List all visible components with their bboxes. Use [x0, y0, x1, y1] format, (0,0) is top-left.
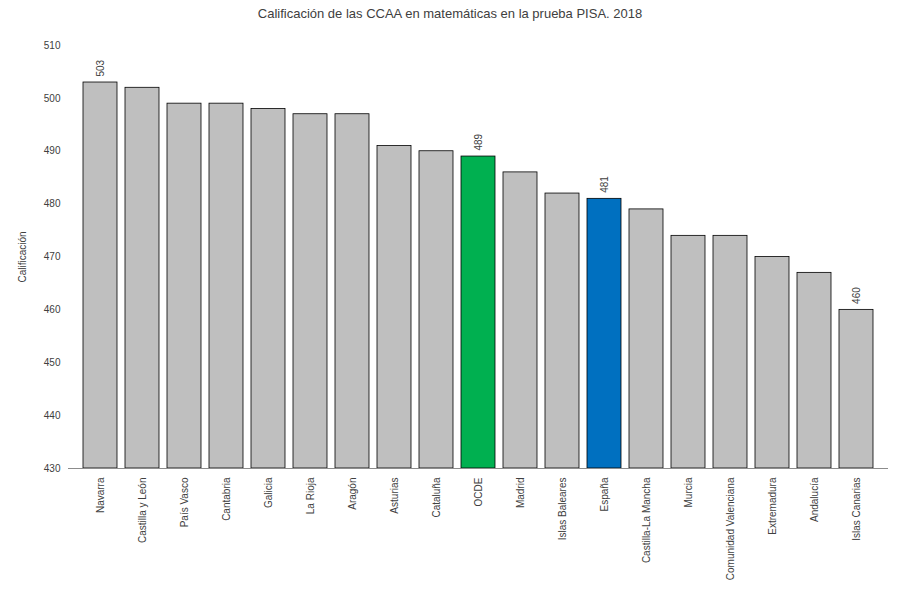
svg-text:Andalucía: Andalucía — [809, 477, 820, 522]
svg-text:Comunidad Valenciana: Comunidad Valenciana — [725, 477, 736, 580]
svg-text:Galicia: Galicia — [263, 477, 274, 508]
svg-text:500: 500 — [44, 93, 61, 104]
svg-text:Cataluña: Cataluña — [431, 477, 442, 517]
svg-text:Islas Baleares: Islas Baleares — [557, 478, 568, 541]
svg-text:Calificación: Calificación — [17, 231, 28, 282]
svg-text:Aragón: Aragón — [347, 478, 358, 510]
svg-text:503: 503 — [95, 59, 106, 76]
svg-text:440: 440 — [44, 410, 61, 421]
html-text:Calificación de las CCAA en ma: Calificación de las CCAA en matemáticas … — [257, 6, 643, 21]
svg-text:Murcia: Murcia — [683, 477, 694, 507]
svg-text:La Rioja: La Rioja — [305, 477, 316, 514]
svg-text:OCDE: OCDE — [473, 477, 484, 506]
svg-text:Castilla-La Mancha: Castilla-La Mancha — [641, 477, 652, 563]
svg-text:Castilla y León: Castilla y León — [137, 478, 148, 544]
svg-text:Asturias: Asturias — [389, 478, 400, 514]
svg-text:Extremadura: Extremadura — [767, 477, 778, 535]
svg-text:480: 480 — [44, 198, 61, 209]
svg-text:460: 460 — [44, 304, 61, 315]
svg-text:Islas Canarias: Islas Canarias — [851, 478, 862, 541]
svg-text:450: 450 — [44, 357, 61, 368]
svg-text:Navarra: Navarra — [95, 477, 106, 513]
svg-text:España: España — [599, 477, 610, 511]
svg-text:País Vasco: País Vasco — [179, 477, 190, 527]
svg-text:Madrid: Madrid — [515, 478, 526, 509]
svg-text:470: 470 — [44, 251, 61, 262]
svg-text:Cantabria: Cantabria — [221, 477, 232, 521]
svg-text:481: 481 — [599, 176, 610, 193]
svg-text:489: 489 — [473, 133, 484, 150]
svg-text:510: 510 — [44, 40, 61, 51]
svg-text:460: 460 — [851, 287, 862, 304]
svg-text:490: 490 — [44, 145, 61, 156]
svg-text:430: 430 — [44, 463, 61, 474]
